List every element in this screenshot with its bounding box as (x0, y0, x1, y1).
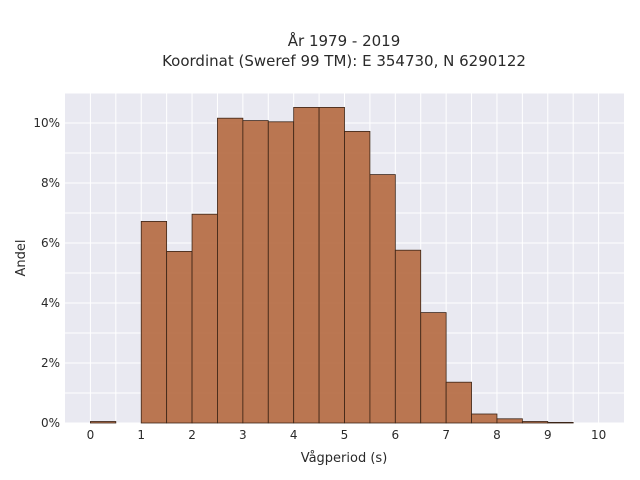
x-tick-label: 9 (544, 428, 552, 442)
histogram-bar (90, 421, 117, 424)
y-tick-label: 0% (41, 416, 60, 430)
x-tick-label: 1 (137, 428, 145, 442)
x-tick-label: 7 (442, 428, 450, 442)
y-tick-label: 4% (41, 296, 60, 310)
y-tick-label: 2% (41, 356, 60, 370)
x-tick-label: 2 (188, 428, 196, 442)
x-tick-label: 0 (87, 428, 95, 442)
chart-title: År 1979 - 2019 (288, 31, 401, 50)
x-tick-label: 8 (493, 428, 501, 442)
histogram-bar (166, 250, 193, 424)
x-tick-label: 3 (239, 428, 247, 442)
x-tick-label: 4 (290, 428, 298, 442)
histogram-bar (394, 249, 422, 424)
histogram-bar (140, 220, 168, 424)
histogram-bar (318, 107, 345, 424)
bars (90, 107, 574, 424)
x-axis-label: Vågperiod (s) (301, 451, 388, 466)
histogram-bar (191, 213, 218, 424)
x-tick-label: 10 (591, 428, 606, 442)
histogram-bar (217, 117, 244, 424)
histogram-bar (547, 421, 574, 424)
x-tick-label: 5 (341, 428, 349, 442)
histogram-bar (445, 381, 472, 424)
histogram-bar (344, 130, 371, 424)
histogram-bar (420, 312, 447, 424)
y-tick-label: 6% (41, 236, 60, 250)
x-tick-labels: 0 1 2 3 4 5 6 7 8 9 10 (87, 428, 607, 442)
y-tick-labels: 0% 2% 4% 6% 8% 10% (33, 116, 60, 430)
histogram-bar (242, 120, 269, 424)
y-tick-label: 8% (41, 176, 60, 190)
histogram-bar (267, 121, 295, 424)
chart-subtitle: Koordinat (Sweref 99 TM): E 354730, N 62… (162, 52, 526, 70)
histogram-bar (471, 413, 498, 424)
histogram-bar (521, 421, 549, 424)
y-axis-label: Andel (14, 240, 29, 277)
histogram-bar (369, 174, 396, 424)
histogram-bar (496, 418, 523, 424)
x-tick-label: 6 (391, 428, 399, 442)
y-tick-label: 10% (33, 116, 60, 130)
histogram-bar (293, 107, 320, 424)
